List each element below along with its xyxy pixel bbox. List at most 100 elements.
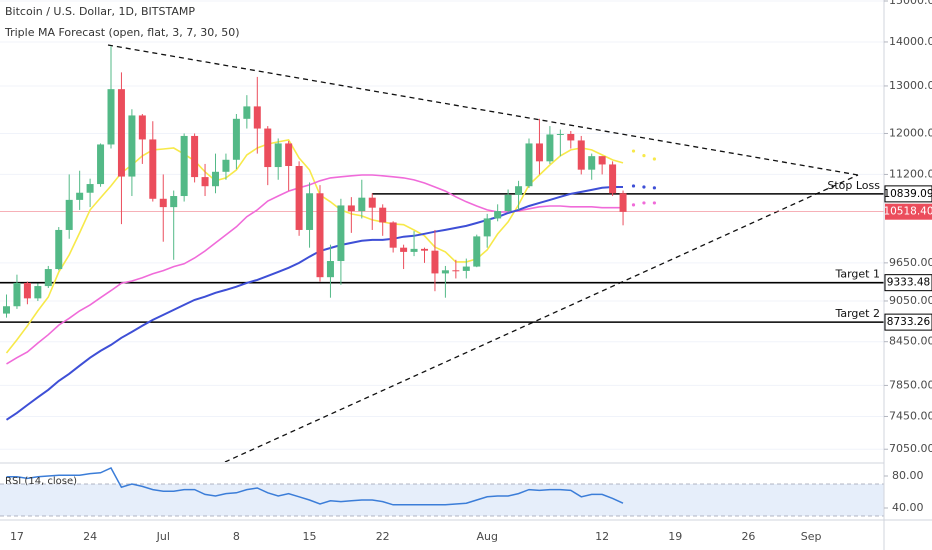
candle-body: [379, 207, 387, 223]
candle-body: [55, 229, 63, 270]
candle-body: [65, 199, 73, 230]
forecast-dot: [652, 201, 657, 205]
rsi-pane: [0, 467, 884, 517]
price-tag: [884, 274, 932, 292]
forecast-dot: [631, 184, 636, 188]
y-tick-label: 15000.00: [889, 0, 932, 7]
level-label: Stop Loss: [827, 179, 880, 192]
trendline-lower: [224, 174, 859, 462]
candle-body: [347, 205, 355, 212]
forecast-dot: [642, 185, 646, 189]
candle-body: [473, 236, 481, 267]
candle-body: [159, 198, 167, 208]
candle-body: [264, 128, 272, 168]
candle-body: [44, 269, 52, 287]
candle-body: [316, 193, 324, 278]
candle-body: [138, 115, 146, 140]
candle-body: [97, 144, 105, 185]
x-tick-label: 22: [376, 530, 390, 543]
candle-body: [295, 166, 303, 230]
candle-body: [128, 115, 136, 177]
price-tag-label: 10839.09: [883, 188, 932, 200]
x-tick-label: Jul: [156, 530, 170, 543]
candle-body: [609, 164, 617, 194]
candle-body: [358, 197, 366, 212]
y-tick-label: 7050.00: [889, 442, 932, 455]
x-tick-label: 26: [741, 530, 755, 543]
last-price-tag: [885, 203, 932, 220]
candle-body: [556, 133, 564, 135]
indicator-title: Triple MA Forecast (open, flat, 3, 7, 30…: [4, 26, 240, 39]
candle-body: [232, 118, 240, 160]
candle-body: [191, 135, 199, 178]
forecast-dot: [652, 157, 657, 161]
candle-body: [389, 222, 397, 248]
candle-body: [462, 266, 470, 271]
y-tick-label: 9050.00: [889, 294, 932, 307]
x-tick-label: Aug: [476, 530, 497, 543]
candle-body: [577, 140, 585, 170]
y-tick-label: 14000.00: [889, 35, 932, 48]
candle-body: [598, 156, 606, 165]
rsi-y-tick-label: 80.00: [892, 469, 924, 482]
forecast-dot: [652, 186, 657, 190]
candle-body: [515, 186, 523, 195]
candle-body: [201, 177, 209, 187]
x-tick-label: 8: [233, 530, 240, 543]
moving-average-line: [5, 186, 623, 421]
candle-body: [452, 270, 460, 272]
forecast-dot: [642, 201, 646, 205]
price-tag: [884, 185, 932, 203]
candle-body: [494, 211, 502, 219]
y-tick-label: 9650.00: [889, 256, 932, 269]
candle-body: [368, 197, 376, 208]
candle-body: [421, 248, 428, 251]
candle-body: [180, 135, 188, 197]
candle-body: [525, 143, 533, 187]
price-tag: [884, 313, 932, 331]
price-tag-label: 9333.48: [887, 277, 930, 289]
candle-body: [274, 143, 282, 168]
candle-body: [76, 192, 84, 200]
moving-average-line: [6, 174, 623, 365]
candle-body: [619, 193, 627, 212]
rsi-band: [0, 484, 884, 516]
candle-body: [326, 261, 334, 278]
candle-body: [431, 250, 439, 274]
forecast-dot: [642, 154, 646, 158]
candle-body: [243, 106, 251, 119]
candle-body: [23, 282, 31, 299]
grid: [0, 0, 884, 450]
candle-body: [3, 306, 10, 314]
candle-body: [567, 133, 575, 141]
candle-body: [546, 134, 554, 162]
rsi-y-tick-label: 40.00: [892, 501, 924, 514]
rsi-line: [6, 467, 624, 506]
x-tick-label: 24: [83, 530, 97, 543]
candle-body: [337, 205, 345, 262]
y-tick-label: 7450.00: [889, 409, 932, 422]
x-tick-label: 12: [595, 530, 609, 543]
candle-body: [13, 282, 21, 307]
y-tick-label: 8450.00: [889, 335, 932, 348]
candle-body: [34, 286, 42, 299]
price-tag-label: 8733.26: [887, 316, 931, 328]
candle-body: [410, 248, 418, 252]
x-tick-label: 19: [668, 530, 682, 543]
x-tick-label: Sep: [801, 530, 822, 543]
y-tick-label: 7850.00: [889, 378, 932, 391]
trendline-upper: [107, 44, 859, 176]
candle-body: [306, 193, 314, 230]
candle-body: [149, 139, 157, 199]
candle-body: [212, 171, 219, 187]
candle-body: [285, 143, 293, 167]
y-tick-label: 11200.00: [889, 167, 932, 180]
candle-body: [107, 89, 115, 145]
x-tick-label: 15: [303, 530, 317, 543]
candle-body: [483, 218, 491, 237]
rsi-title: RSI (14, close): [5, 476, 77, 487]
candle-body: [86, 184, 94, 193]
forecast-dot: [631, 149, 636, 153]
